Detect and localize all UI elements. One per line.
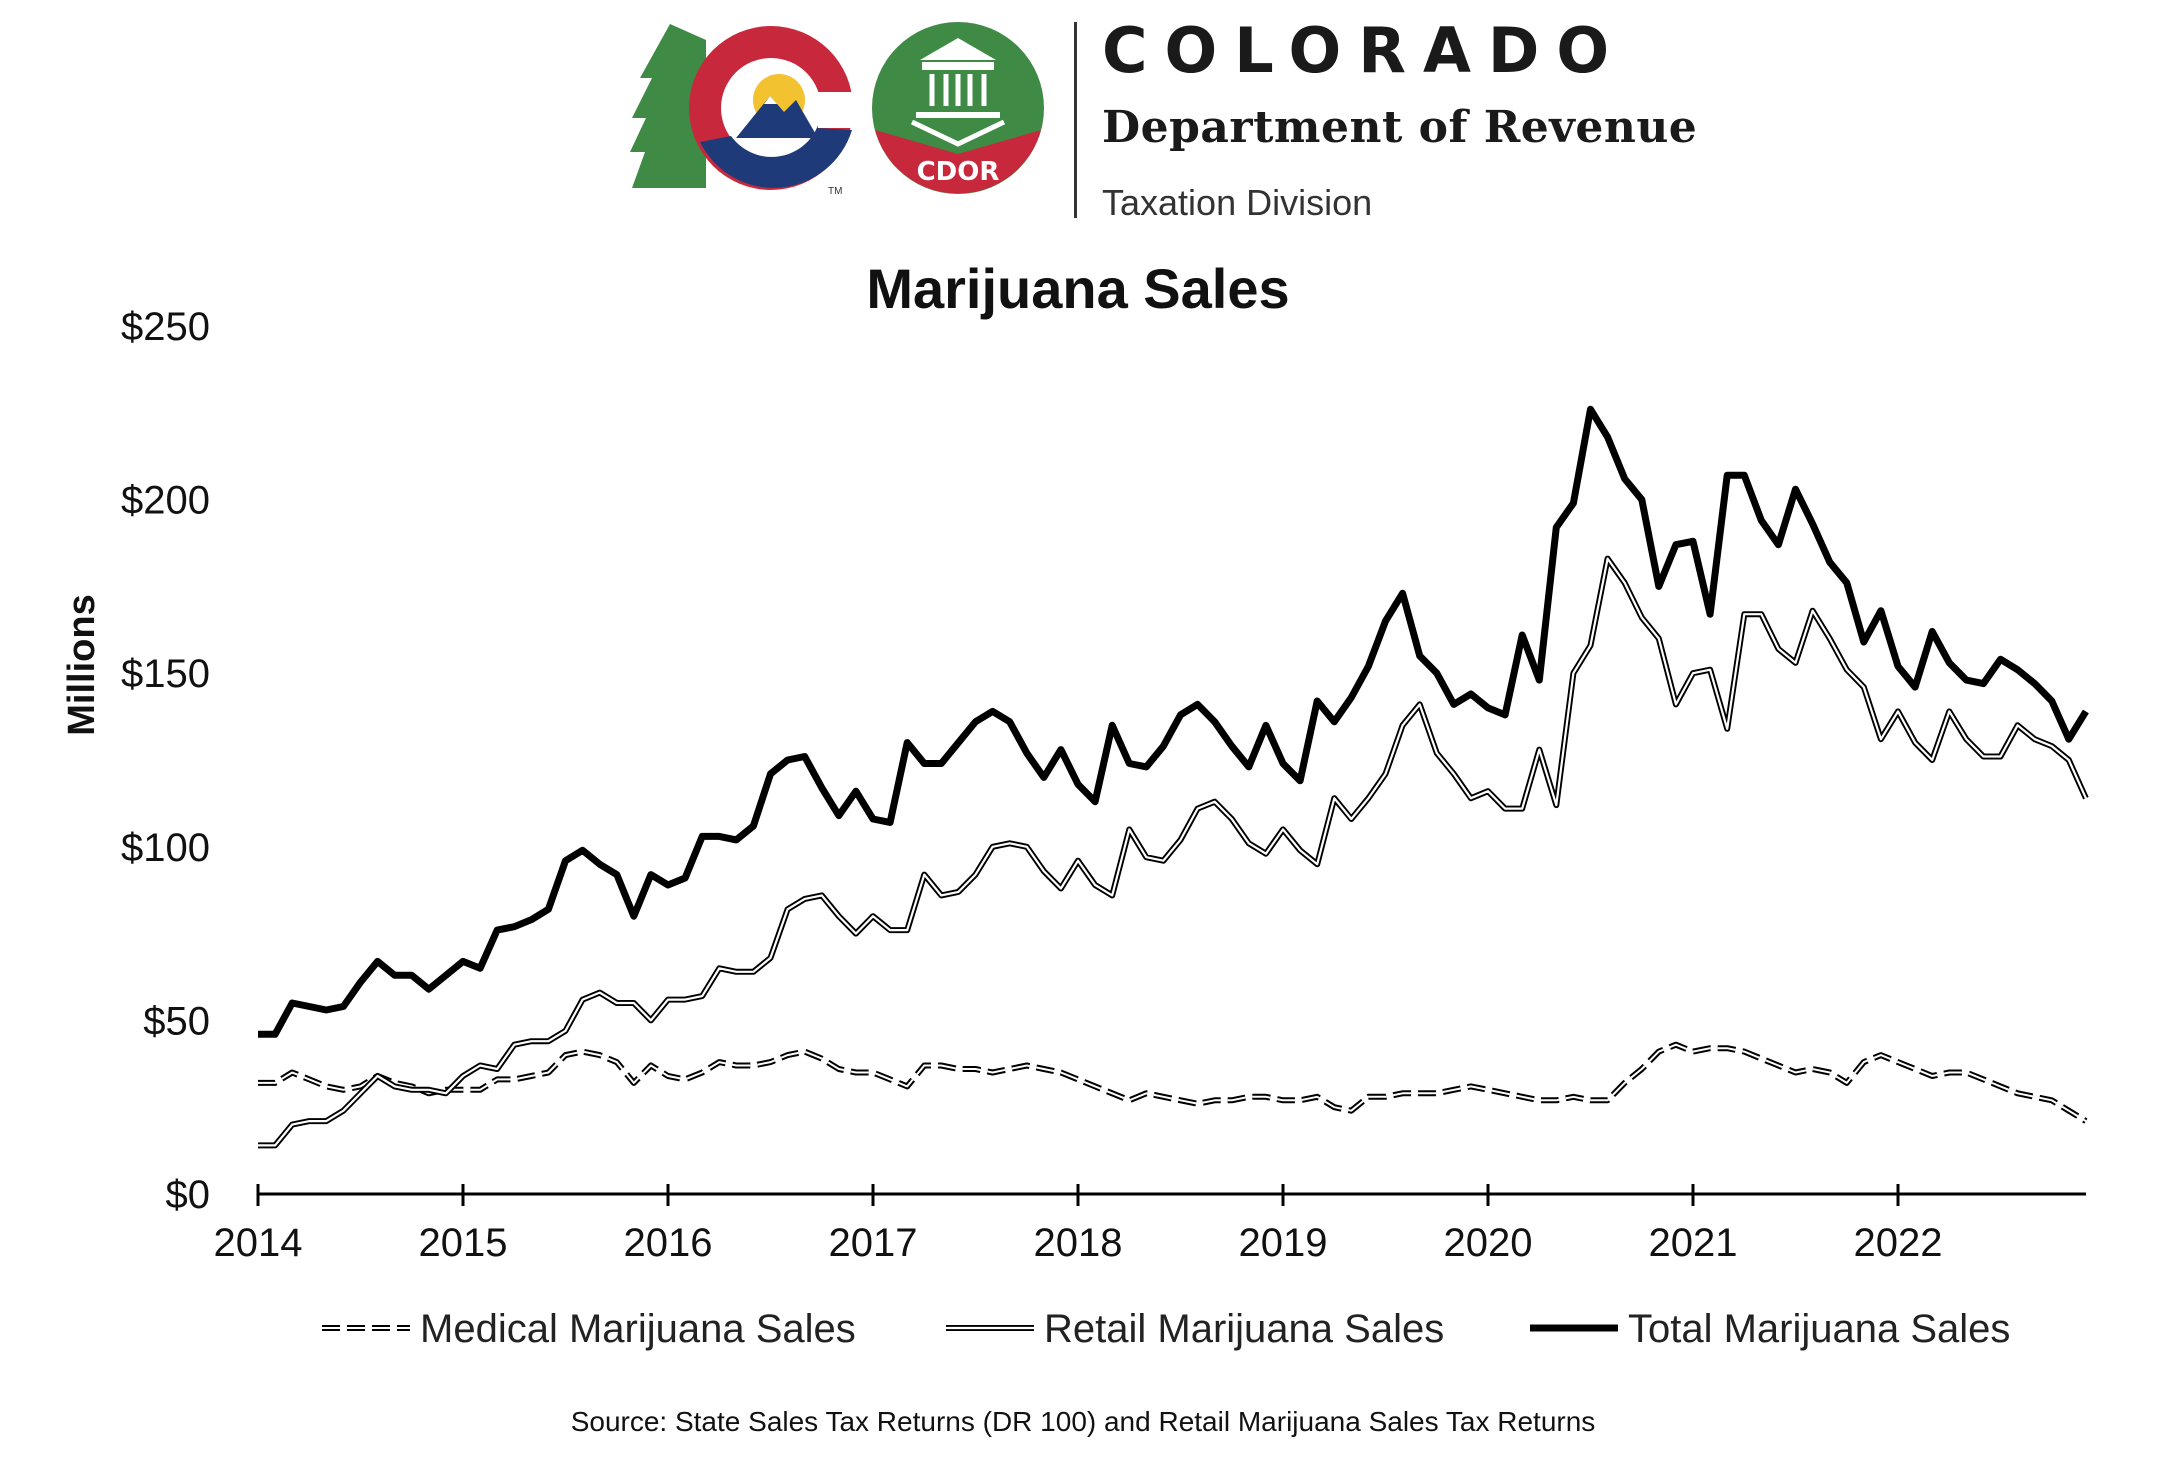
y-tick-labels: $0 $50 $100 $150 $200 $250	[121, 305, 210, 1217]
legend-label: Medical Marijuana Sales	[420, 1307, 856, 1351]
cdor-badge: CDOR	[872, 22, 1044, 194]
tree-icon	[630, 24, 706, 188]
chart-title: Marijuana Sales	[866, 257, 1289, 320]
legend-item: Retail Marijuana Sales	[946, 1307, 1444, 1351]
legend-label: Retail Marijuana Sales	[1044, 1307, 1444, 1351]
x-tick-label: 2022	[1854, 1221, 1943, 1265]
department-name: Department of Revenue	[1102, 102, 1698, 153]
legend: Medical Marijuana Sales Retail Marijuana …	[322, 1307, 2010, 1351]
x-tick-label: 2014	[214, 1221, 303, 1265]
series-line-inner	[258, 557, 2087, 1147]
legend-item: Total Marijuana Sales	[1530, 1307, 2010, 1351]
y-axis-label: Millions	[61, 594, 103, 735]
mountain-icon	[736, 96, 818, 138]
x-tick-label: 2019	[1239, 1221, 1328, 1265]
series-line	[258, 405, 2089, 1038]
legend-item: Medical Marijuana Sales	[322, 1307, 856, 1351]
x-tick-labels: 2014 2015 2016 2017 2018 2019 2020 2021 2022	[214, 1221, 1943, 1265]
x-tick-label: 2021	[1649, 1221, 1738, 1265]
y-tick-label: $150	[121, 652, 210, 696]
logo-group: TM CDOR	[630, 22, 1044, 197]
badge-text: CDOR	[917, 157, 1000, 187]
series-line-inner	[258, 1043, 2087, 1122]
x-tick-label: 2016	[624, 1221, 713, 1265]
x-axis	[256, 1184, 2086, 1206]
y-tick-label: $0	[166, 1173, 211, 1217]
header-divider	[1074, 22, 1077, 218]
colorado-logo: TM	[630, 24, 863, 197]
y-tick-label: $50	[143, 999, 210, 1043]
series-retail-marijuana-sales	[258, 555, 2089, 1149]
series-lines	[258, 405, 2089, 1149]
mountain-snow-icon	[764, 96, 777, 104]
capitol-building-icon	[910, 38, 1006, 147]
badge-red-band	[875, 130, 1041, 194]
x-tick-label: 2015	[419, 1221, 508, 1265]
y-tick-label: $100	[121, 826, 210, 870]
header: TM CDOR COLORADO Department of Revenue T…	[0, 0, 2182, 240]
source-note: Source: State Sales Tax Returns (DR 100)…	[571, 1406, 1596, 1437]
y-tick-label: $250	[121, 305, 210, 349]
y-tick-label: $200	[121, 479, 210, 523]
series-line	[258, 1041, 2088, 1124]
x-tick-label: 2017	[829, 1221, 918, 1265]
legend-label: Total Marijuana Sales	[1628, 1307, 2010, 1351]
series-total-marijuana-sales	[258, 405, 2089, 1038]
x-tick-label: 2018	[1034, 1221, 1123, 1265]
c-blue-arc-icon	[700, 128, 852, 188]
c-opening	[818, 92, 863, 128]
division-name: Taxation Division	[1102, 182, 1373, 223]
brand-wordmark: COLORADO	[1102, 14, 1627, 87]
x-tick-label: 2020	[1444, 1221, 1533, 1265]
series-medical-marijuana-sales	[258, 1041, 2088, 1124]
trademark-mark: TM	[828, 186, 842, 197]
